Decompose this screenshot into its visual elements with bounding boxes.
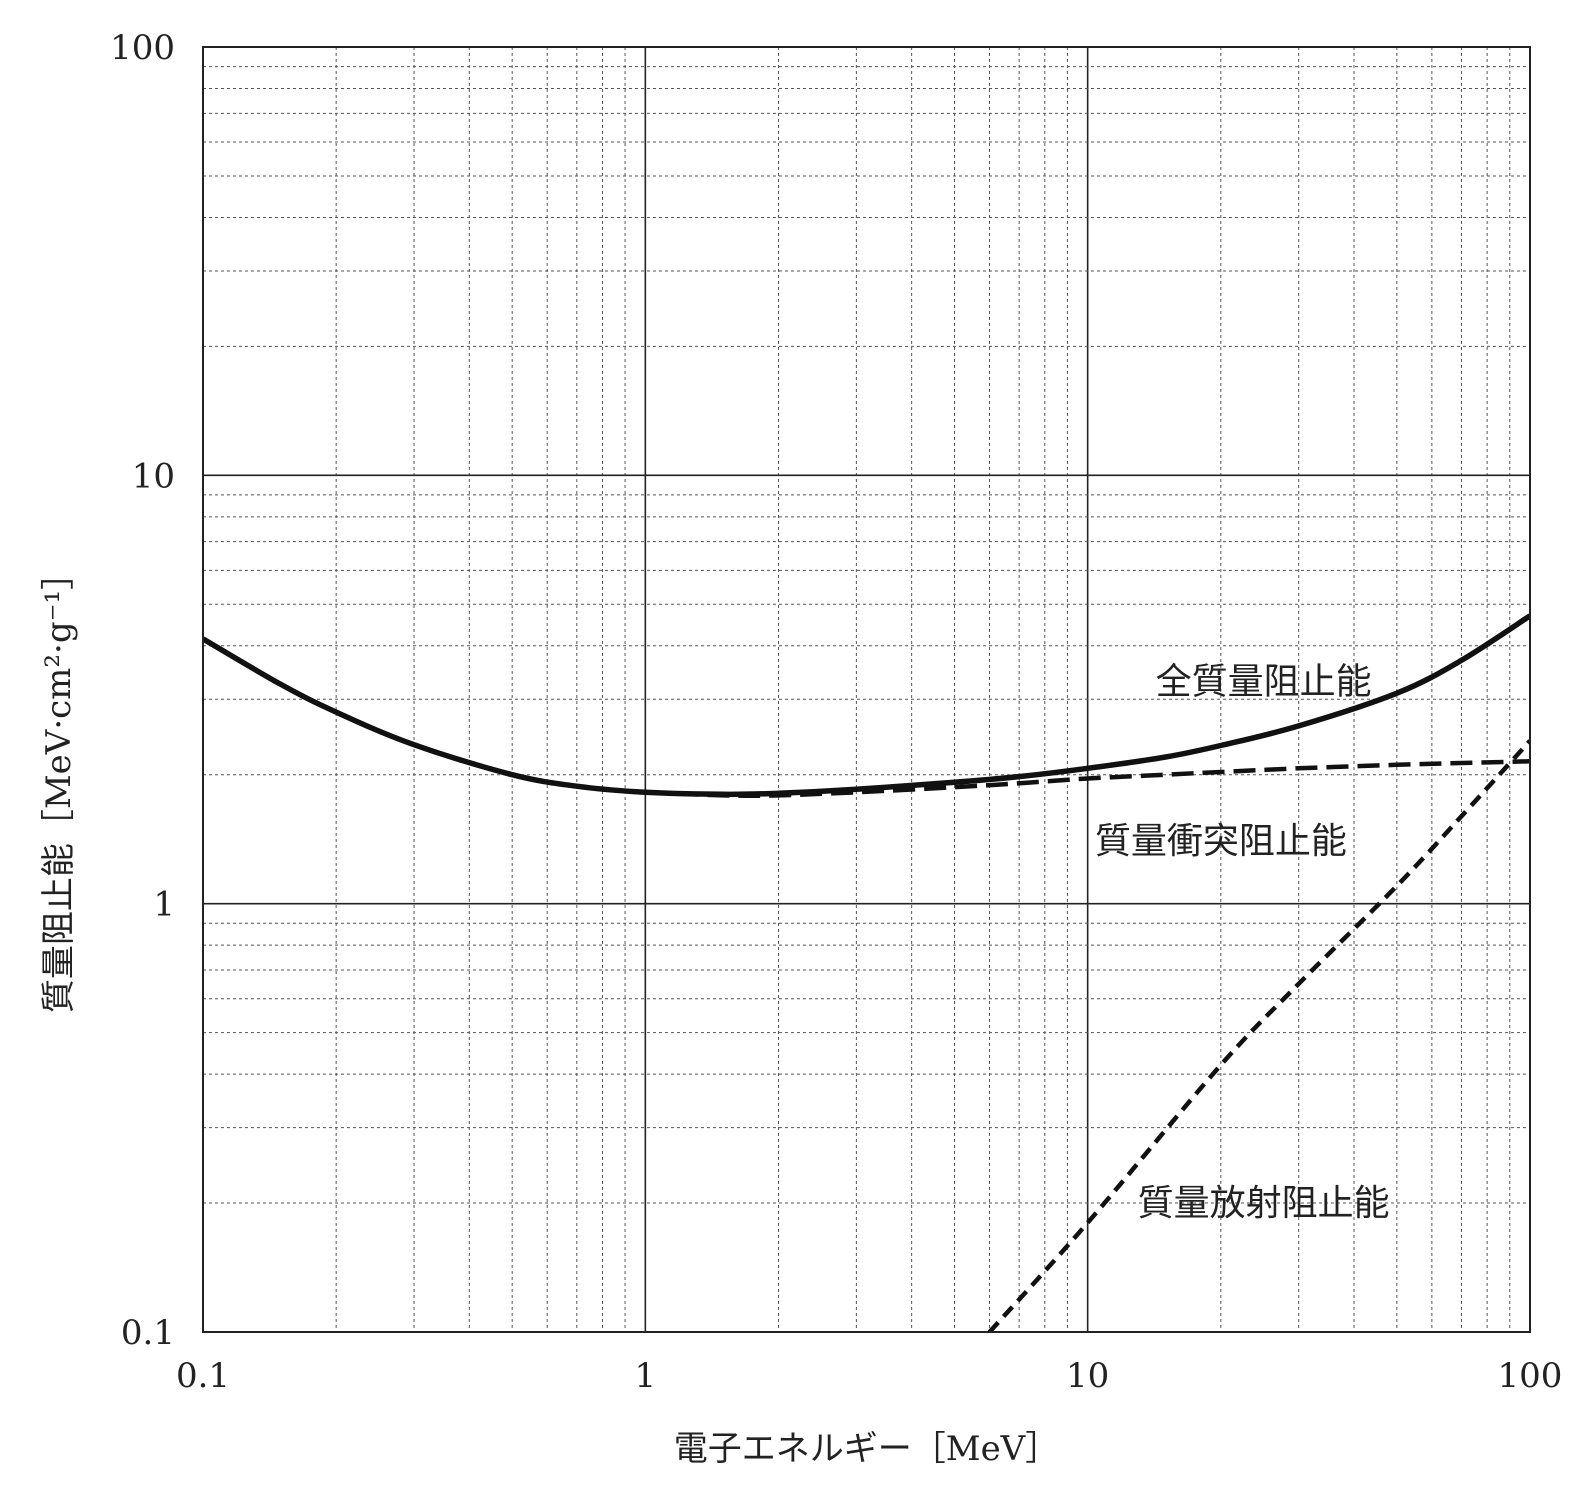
y-tick-label: 0.1: [121, 1313, 175, 1353]
plot-frame: [202, 46, 1531, 1333]
grid: [203, 47, 1530, 1332]
x-tick-label: 0.1: [176, 1356, 230, 1396]
series-line-2: [645, 759, 1530, 799]
x-axis-label: 電子エネルギー［MeV］: [674, 1429, 1060, 1469]
y-tick-label: 10: [132, 456, 175, 496]
annotation-1: 全質量阻止能: [1156, 662, 1372, 703]
series-line-1: [203, 613, 1530, 798]
x-tick-label: 10: [1066, 1356, 1109, 1396]
annotation-2: 質量衝突阻止能: [1095, 821, 1347, 862]
y-tick-label: 100: [110, 28, 175, 68]
x-tick-label: 1: [635, 1356, 657, 1396]
y-tick-label: 1: [153, 885, 175, 925]
y-axis-label: 質量阻止能［MeV·cm²·g⁻¹］: [39, 556, 79, 1013]
tick-labels: 0.1 1 10 100 0.1 1 10 100: [110, 28, 1562, 1396]
series-line-3: [987, 739, 1530, 1332]
annotation-3: 質量放射阻止能: [1138, 1183, 1390, 1224]
x-tick-label: 100: [1498, 1356, 1563, 1396]
series-layer: [203, 613, 1530, 1332]
